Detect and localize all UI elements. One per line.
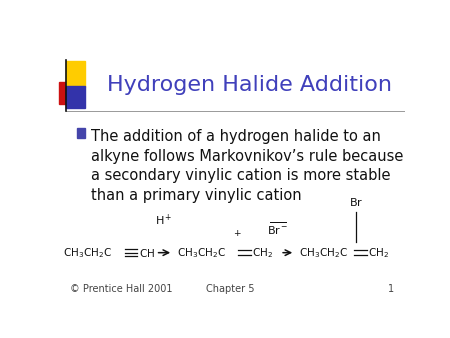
- Text: The addition of a hydrogen halide to an: The addition of a hydrogen halide to an: [91, 129, 381, 144]
- Text: $\mathsf{H}^+$: $\mathsf{H}^+$: [154, 213, 172, 228]
- Bar: [77, 128, 85, 138]
- Text: $\mathsf{CH_3CH_2C}$: $\mathsf{CH_3CH_2C}$: [63, 246, 112, 260]
- Text: $\mathsf{CH_3CH_2C}$: $\mathsf{CH_3CH_2C}$: [176, 246, 225, 260]
- Text: $\mathsf{CH_3CH_2C}$: $\mathsf{CH_3CH_2C}$: [299, 246, 347, 260]
- Text: © Prentice Hall 2001: © Prentice Hall 2001: [70, 284, 173, 294]
- Bar: [59, 82, 72, 104]
- Text: $\mathsf{CH_2}$: $\mathsf{CH_2}$: [252, 246, 273, 260]
- Text: $\mathsf{\overline{\ \ \ \ }}$: $\mathsf{\overline{\ \ \ \ }}$: [269, 214, 286, 227]
- Text: $\mathsf{CH_2}$: $\mathsf{CH_2}$: [369, 246, 389, 260]
- Bar: [66, 62, 85, 88]
- Text: Hydrogen Halide Addition: Hydrogen Halide Addition: [107, 75, 392, 95]
- Text: $\mathsf{Br}$: $\mathsf{Br}$: [349, 196, 363, 209]
- Text: $\mathsf{CH}$: $\mathsf{CH}$: [139, 247, 154, 259]
- Text: Chapter 5: Chapter 5: [207, 284, 255, 294]
- Text: a secondary vinylic cation is more stable: a secondary vinylic cation is more stabl…: [91, 168, 391, 183]
- Text: alkyne follows Markovnikov’s rule because: alkyne follows Markovnikov’s rule becaus…: [91, 149, 404, 164]
- Text: than a primary vinylic cation: than a primary vinylic cation: [91, 188, 302, 202]
- Text: 1: 1: [388, 284, 395, 294]
- Text: $\mathsf{Br}^-$: $\mathsf{Br}^-$: [267, 224, 288, 236]
- Bar: [66, 86, 85, 108]
- Text: $\mathsf{+}$: $\mathsf{+}$: [233, 228, 241, 238]
